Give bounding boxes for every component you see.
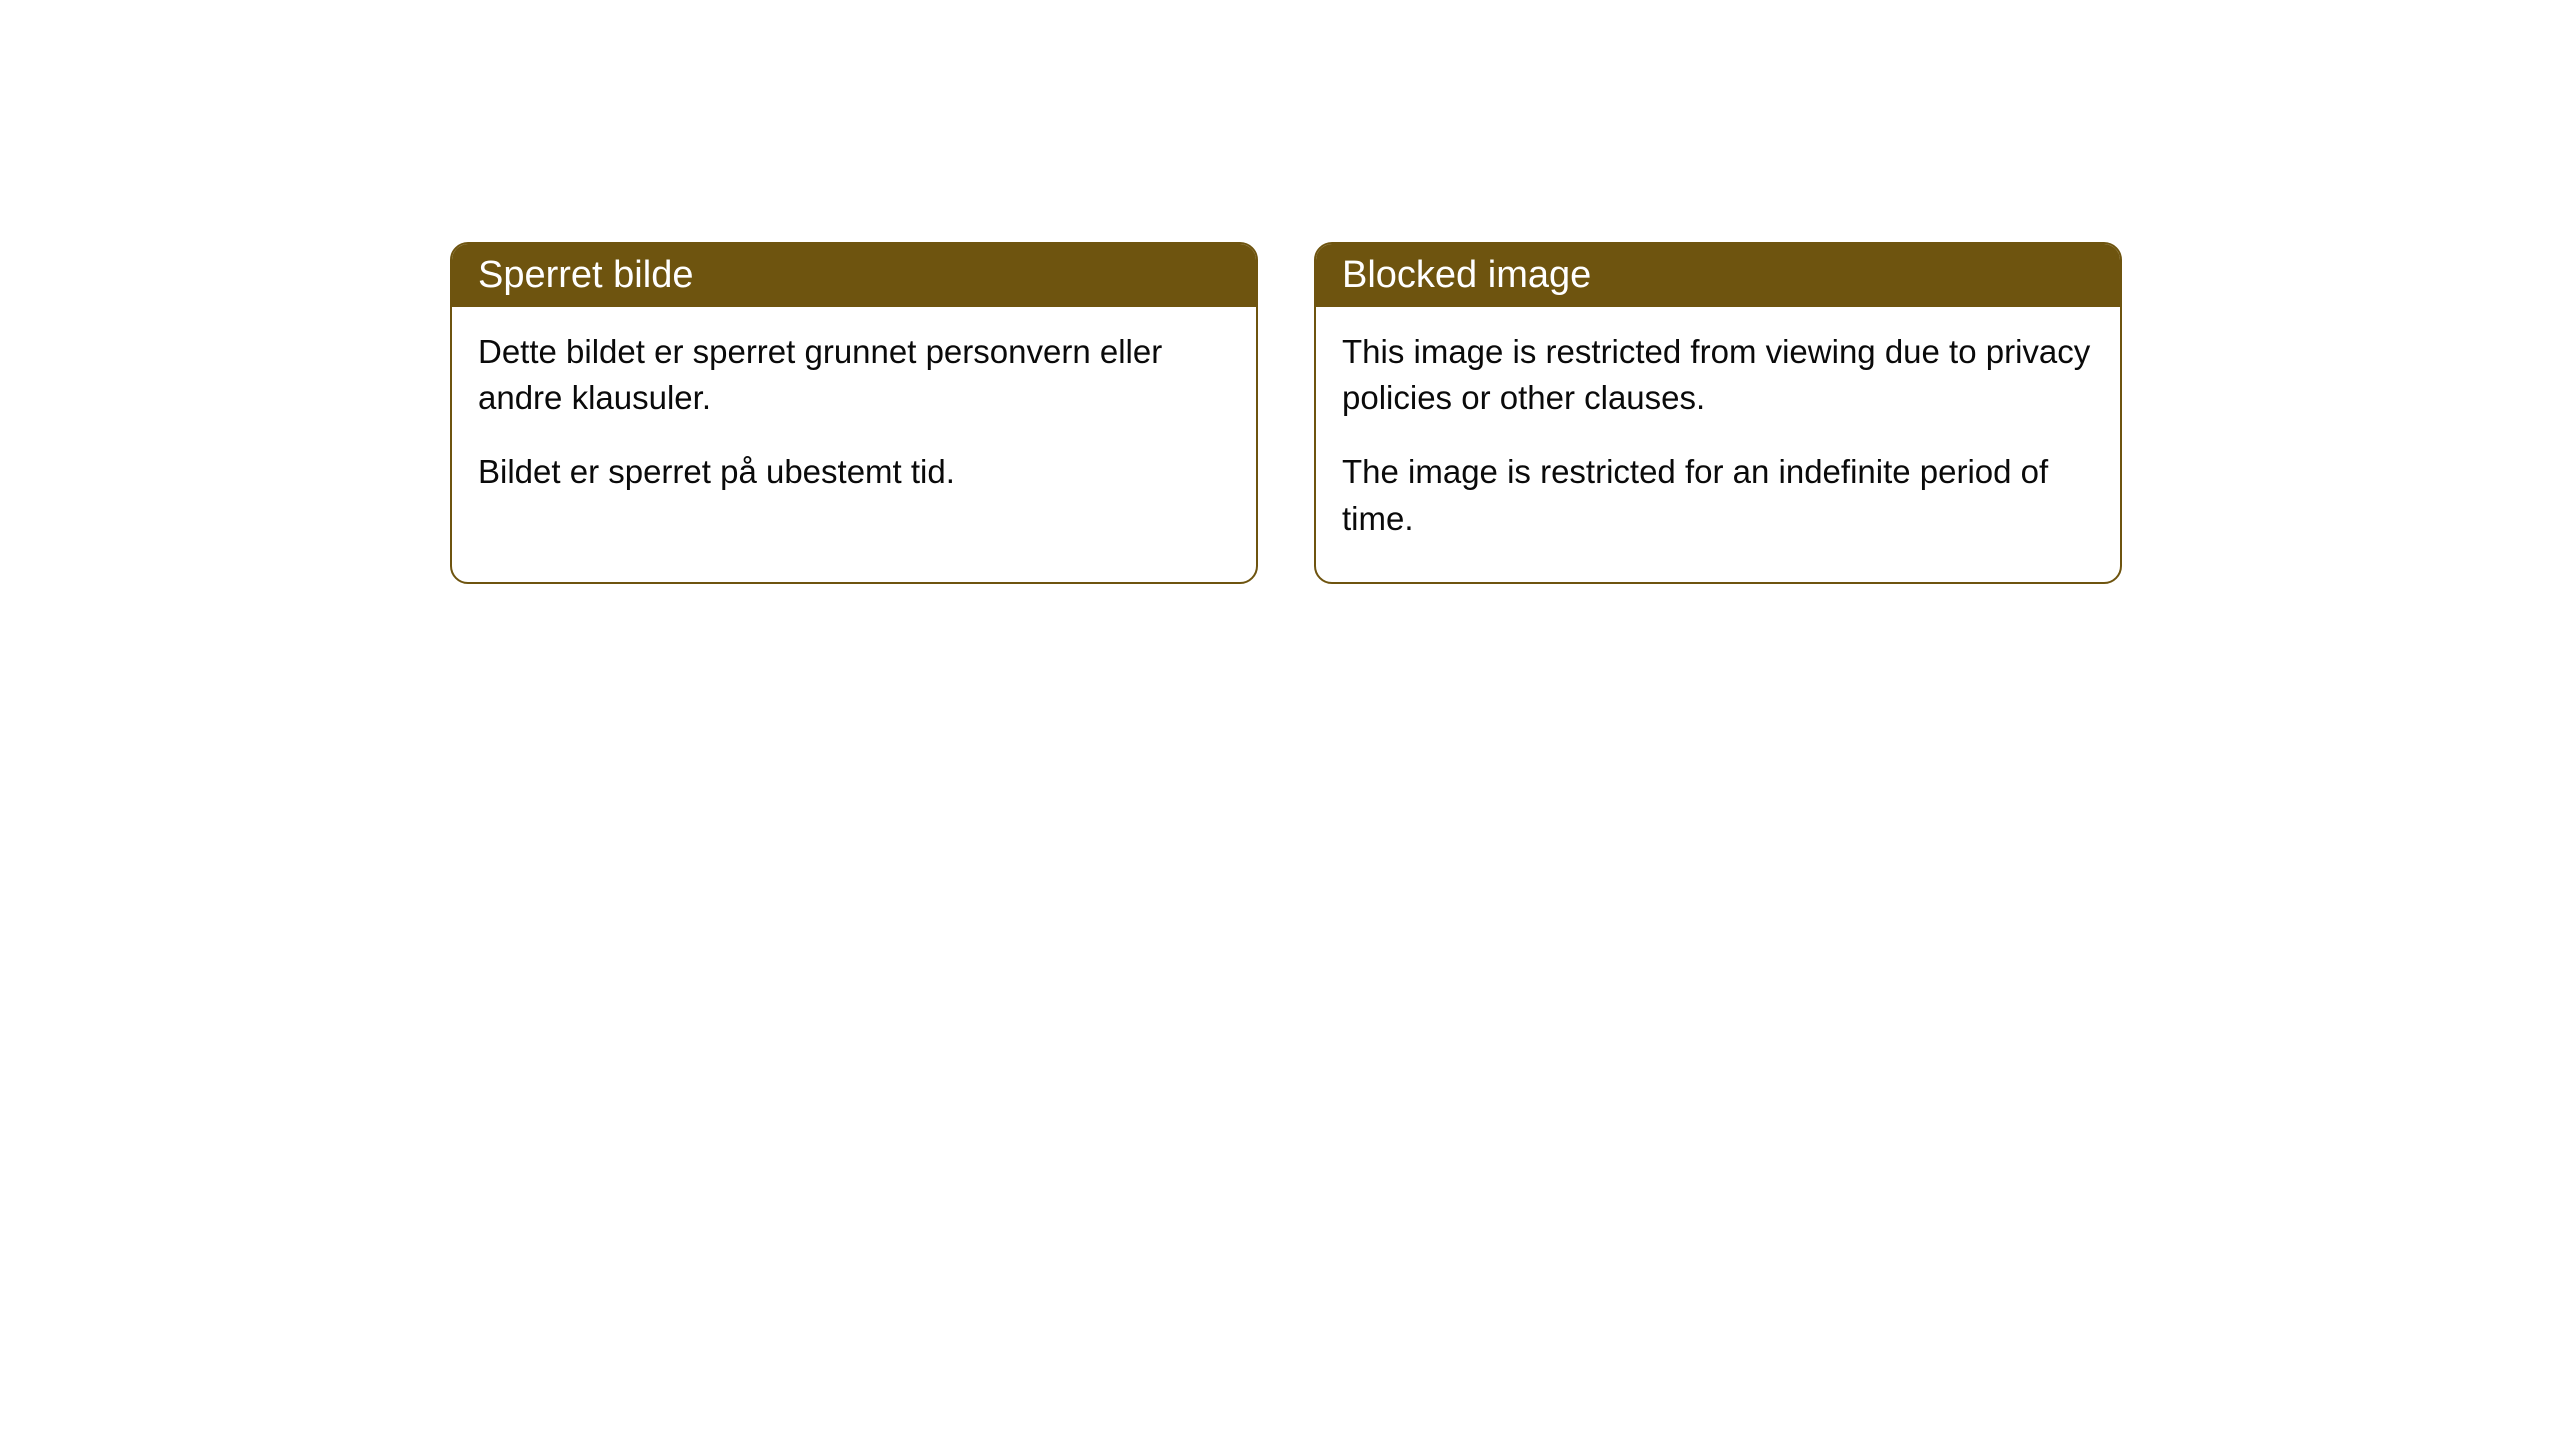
card-body: This image is restricted from viewing du… <box>1316 307 2120 582</box>
card-header: Blocked image <box>1316 244 2120 307</box>
blocked-image-card-english: Blocked image This image is restricted f… <box>1314 242 2122 584</box>
card-header: Sperret bilde <box>452 244 1256 307</box>
blocked-image-card-norwegian: Sperret bilde Dette bildet er sperret gr… <box>450 242 1258 584</box>
card-title: Blocked image <box>1342 254 1591 296</box>
card-title: Sperret bilde <box>478 254 693 296</box>
card-body: Dette bildet er sperret grunnet personve… <box>452 307 1256 536</box>
card-paragraph-2: The image is restricted for an indefinit… <box>1342 449 2094 541</box>
card-paragraph-1: Dette bildet er sperret grunnet personve… <box>478 329 1230 421</box>
card-paragraph-2: Bildet er sperret på ubestemt tid. <box>478 449 1230 495</box>
card-paragraph-1: This image is restricted from viewing du… <box>1342 329 2094 421</box>
card-container: Sperret bilde Dette bildet er sperret gr… <box>0 0 2560 584</box>
